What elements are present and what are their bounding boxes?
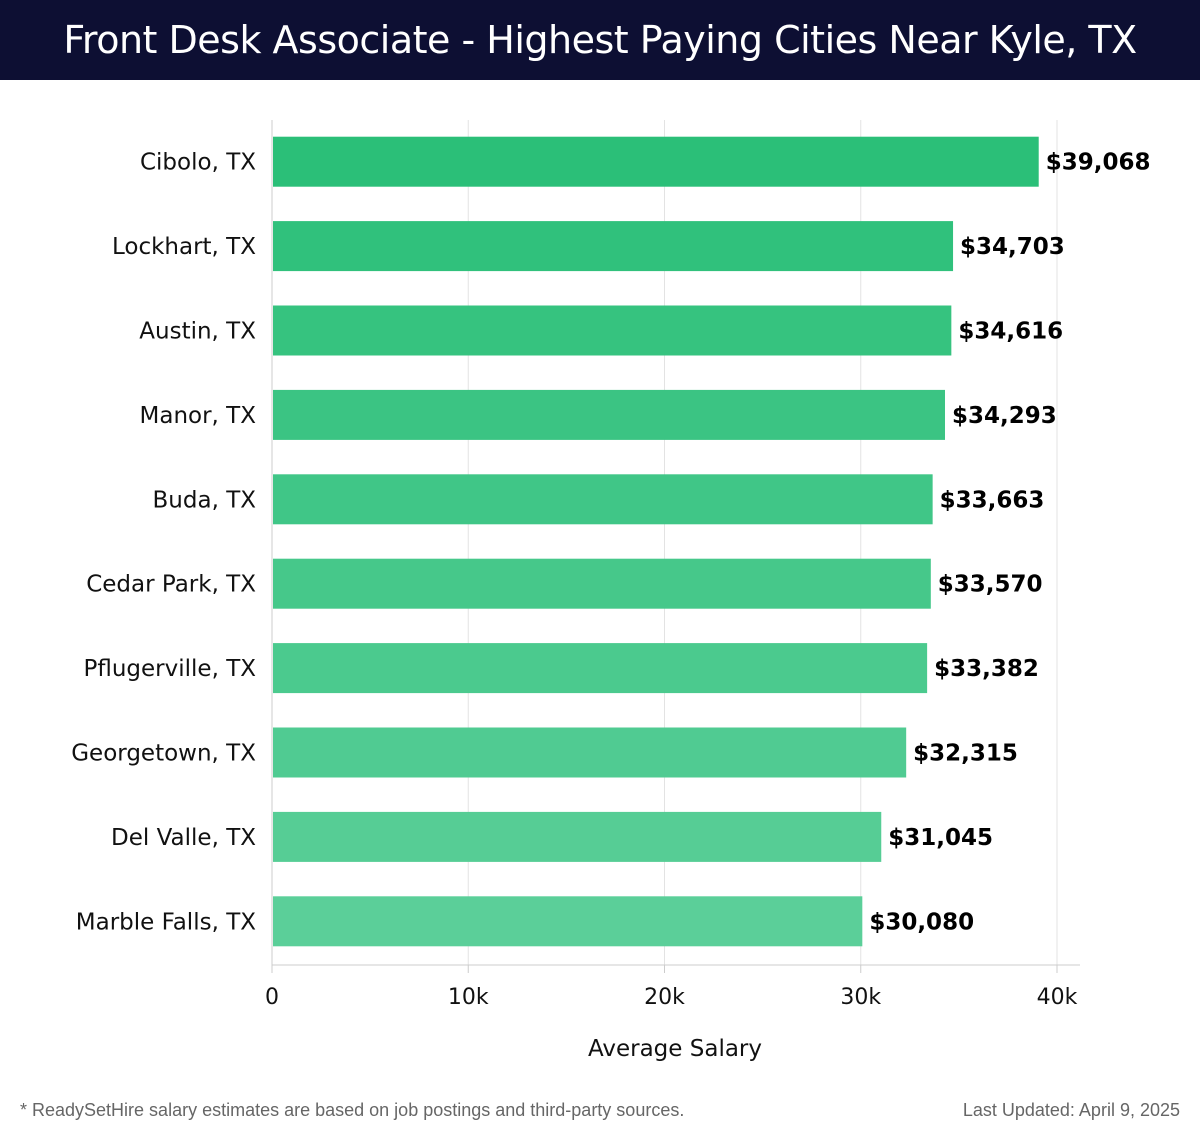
data-label: $30,080: [869, 909, 974, 935]
bar: [273, 221, 954, 272]
bar: [273, 389, 946, 440]
bar: [273, 305, 952, 356]
bar: [273, 643, 928, 694]
data-label: $33,382: [934, 656, 1039, 682]
x-tick-label: 0: [265, 985, 279, 1010]
category-label: Buda, TX: [153, 487, 257, 513]
data-label: $34,293: [952, 403, 1057, 429]
category-label: Lockhart, TX: [112, 234, 256, 260]
title-bar: Front Desk Associate - Highest Paying Ci…: [0, 0, 1200, 80]
category-label: Cibolo, TX: [140, 150, 256, 176]
data-label: $39,068: [1046, 150, 1151, 176]
x-tick-label: 40k: [1037, 985, 1078, 1010]
data-label: $33,663: [940, 487, 1045, 513]
data-label: $34,703: [960, 234, 1065, 260]
data-label: $33,570: [938, 572, 1043, 598]
x-axis-title: Average Salary: [588, 1036, 762, 1062]
data-label: $31,045: [888, 825, 993, 851]
category-label: Del Valle, TX: [111, 825, 256, 851]
bar: [273, 558, 931, 609]
category-label: Georgetown, TX: [71, 741, 256, 767]
data-label: $34,616: [958, 319, 1063, 345]
category-label: Pflugerville, TX: [84, 656, 257, 682]
category-label: Austin, TX: [139, 319, 256, 345]
bar: [273, 474, 933, 525]
data-label: $32,315: [913, 741, 1018, 767]
bar: [273, 727, 907, 778]
x-tick-label: 30k: [840, 985, 881, 1010]
footnote: * ReadySetHire salary estimates are base…: [20, 1100, 685, 1120]
category-label: Manor, TX: [140, 403, 257, 429]
category-label: Cedar Park, TX: [86, 572, 256, 598]
category-label: Marble Falls, TX: [76, 909, 256, 935]
bar: [273, 811, 882, 862]
salary-bar-chart: 0 10k 20k 30k 40k Cibolo, TX $39,068 Lockhart, …: [71, 120, 1151, 1062]
x-tick-label: 10k: [448, 985, 489, 1010]
bar: [273, 896, 863, 947]
bar: [273, 136, 1039, 187]
chart-title: Front Desk Associate - Highest Paying Ci…: [63, 18, 1137, 62]
x-tick-label: 20k: [644, 985, 685, 1010]
last-updated: Last Updated: April 9, 2025: [962, 1100, 1180, 1120]
